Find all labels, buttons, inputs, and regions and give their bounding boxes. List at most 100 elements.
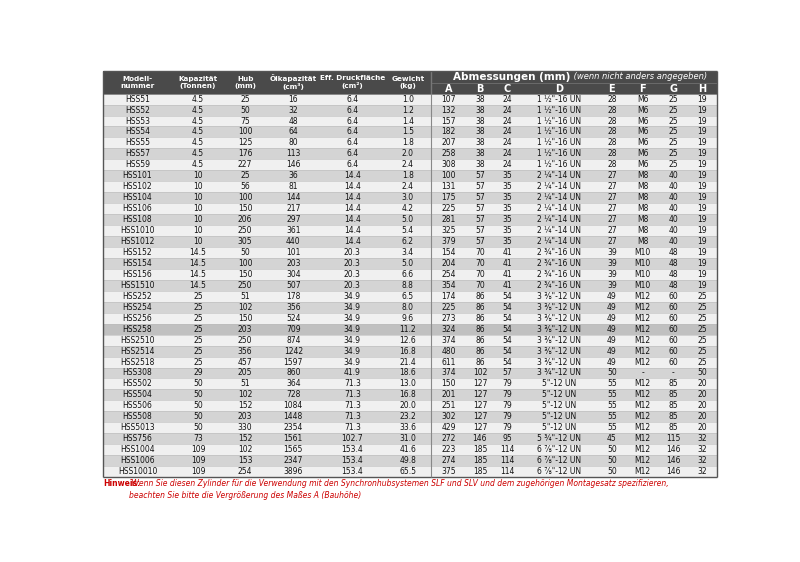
Text: M12: M12 bbox=[634, 303, 650, 312]
Text: 150: 150 bbox=[238, 204, 252, 213]
Text: 6.4: 6.4 bbox=[346, 94, 358, 103]
Text: 23.2: 23.2 bbox=[399, 413, 416, 422]
Text: 60: 60 bbox=[669, 357, 678, 366]
Text: 34.9: 34.9 bbox=[344, 347, 361, 356]
Text: 153.4: 153.4 bbox=[342, 445, 363, 454]
Text: 27: 27 bbox=[607, 237, 617, 246]
Text: 34.9: 34.9 bbox=[344, 314, 361, 323]
Text: M10: M10 bbox=[634, 248, 650, 257]
Text: 24: 24 bbox=[502, 138, 512, 147]
Text: 75: 75 bbox=[240, 116, 250, 125]
Text: M12: M12 bbox=[634, 336, 650, 345]
Text: 86: 86 bbox=[475, 336, 485, 345]
Text: 70: 70 bbox=[475, 281, 485, 290]
Text: 2.0: 2.0 bbox=[402, 149, 414, 158]
Text: 18.6: 18.6 bbox=[399, 369, 416, 378]
Text: 50: 50 bbox=[193, 423, 203, 432]
Bar bbox=[103, 170, 717, 182]
Text: 325: 325 bbox=[442, 226, 456, 235]
Text: 100: 100 bbox=[238, 259, 252, 268]
Text: 50: 50 bbox=[193, 413, 203, 422]
Text: 20.3: 20.3 bbox=[344, 259, 361, 268]
Text: 150: 150 bbox=[442, 379, 456, 388]
Text: 146: 146 bbox=[666, 445, 681, 454]
Text: 144: 144 bbox=[286, 193, 301, 202]
Text: 49: 49 bbox=[607, 292, 617, 301]
Text: 1 ½"-16 UN: 1 ½"-16 UN bbox=[538, 160, 582, 169]
Text: 28: 28 bbox=[607, 94, 617, 103]
Text: 48: 48 bbox=[669, 248, 678, 257]
Text: 70: 70 bbox=[475, 248, 485, 257]
Text: 34.9: 34.9 bbox=[344, 357, 361, 366]
Text: 24: 24 bbox=[502, 94, 512, 103]
Text: 14.4: 14.4 bbox=[344, 193, 361, 202]
Text: 79: 79 bbox=[502, 379, 512, 388]
Text: 25: 25 bbox=[194, 292, 203, 301]
Text: 38: 38 bbox=[475, 138, 485, 147]
Text: 1597: 1597 bbox=[284, 357, 303, 366]
Text: 19: 19 bbox=[698, 215, 707, 224]
Text: 185: 185 bbox=[473, 445, 487, 454]
Text: 1 ½"-16 UN: 1 ½"-16 UN bbox=[538, 116, 582, 125]
Text: 28: 28 bbox=[607, 116, 617, 125]
Text: 114: 114 bbox=[500, 445, 514, 454]
Text: 273: 273 bbox=[442, 314, 456, 323]
Text: 6.4: 6.4 bbox=[346, 160, 358, 169]
Text: 1448: 1448 bbox=[284, 413, 303, 422]
Text: 227: 227 bbox=[238, 160, 252, 169]
Text: 25: 25 bbox=[669, 138, 678, 147]
Text: 3.0: 3.0 bbox=[402, 193, 414, 202]
Text: 2354: 2354 bbox=[284, 423, 303, 432]
Text: 49: 49 bbox=[607, 325, 617, 334]
Text: 356: 356 bbox=[286, 303, 301, 312]
Text: 153.4: 153.4 bbox=[342, 456, 363, 465]
Text: HSS53: HSS53 bbox=[125, 116, 150, 125]
Text: Hub
(mm): Hub (mm) bbox=[234, 75, 256, 89]
Text: 60: 60 bbox=[669, 292, 678, 301]
Text: 1.4: 1.4 bbox=[402, 116, 414, 125]
Text: 86: 86 bbox=[475, 292, 485, 301]
Bar bbox=[103, 126, 717, 138]
Text: 5"-12 UN: 5"-12 UN bbox=[542, 423, 577, 432]
Text: 16: 16 bbox=[289, 94, 298, 103]
Text: 2 ¾"-16 UN: 2 ¾"-16 UN bbox=[538, 259, 582, 268]
Text: 40: 40 bbox=[669, 204, 678, 213]
Text: 1084: 1084 bbox=[284, 401, 303, 410]
Text: 73: 73 bbox=[193, 434, 203, 443]
Text: 6 ⅞"-12 UN: 6 ⅞"-12 UN bbox=[538, 456, 582, 465]
Bar bbox=[103, 247, 717, 258]
Text: 54: 54 bbox=[502, 292, 512, 301]
Text: 25: 25 bbox=[194, 347, 203, 356]
Text: 102: 102 bbox=[238, 303, 252, 312]
Text: 2.4: 2.4 bbox=[402, 160, 414, 169]
Text: 100: 100 bbox=[238, 128, 252, 137]
Bar bbox=[103, 346, 717, 356]
Text: 4.5: 4.5 bbox=[192, 128, 204, 137]
Text: 127: 127 bbox=[473, 379, 487, 388]
Text: M6: M6 bbox=[637, 160, 648, 169]
Text: 57: 57 bbox=[475, 171, 485, 180]
Text: 480: 480 bbox=[442, 347, 456, 356]
Text: 57: 57 bbox=[475, 237, 485, 246]
Text: 6.4: 6.4 bbox=[346, 128, 358, 137]
Text: 57: 57 bbox=[475, 193, 485, 202]
Text: HSS508: HSS508 bbox=[122, 413, 152, 422]
Text: 32: 32 bbox=[289, 106, 298, 115]
Text: HSS504: HSS504 bbox=[122, 391, 153, 400]
Text: 324: 324 bbox=[442, 325, 456, 334]
Text: 40: 40 bbox=[669, 215, 678, 224]
Bar bbox=[103, 192, 717, 203]
Text: 60: 60 bbox=[669, 303, 678, 312]
Text: 57: 57 bbox=[475, 204, 485, 213]
Text: 48: 48 bbox=[669, 281, 678, 290]
Text: 146: 146 bbox=[666, 456, 681, 465]
Text: 297: 297 bbox=[286, 215, 301, 224]
Text: Modell-
nummer: Modell- nummer bbox=[120, 75, 154, 89]
Text: 19: 19 bbox=[698, 270, 707, 279]
Text: 25: 25 bbox=[669, 149, 678, 158]
Text: 27: 27 bbox=[607, 182, 617, 191]
Text: 1.5: 1.5 bbox=[402, 128, 414, 137]
Bar bbox=[103, 160, 717, 170]
Text: 49.8: 49.8 bbox=[399, 456, 416, 465]
Text: 709: 709 bbox=[286, 325, 301, 334]
